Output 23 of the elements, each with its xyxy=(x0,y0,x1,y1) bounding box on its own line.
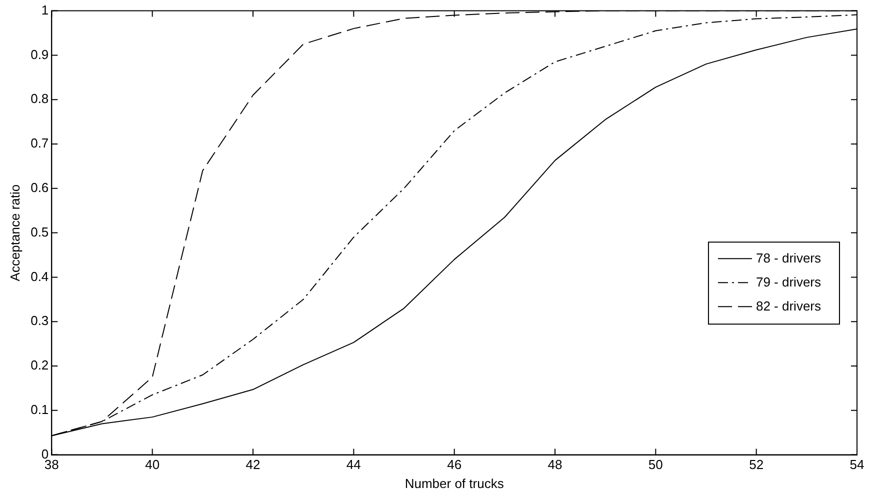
legend-label: 82 - drivers xyxy=(756,298,822,314)
x-tick-label: 40 xyxy=(145,457,160,472)
x-tick-label: 52 xyxy=(749,457,764,472)
y-tick-label: 1 xyxy=(41,2,49,18)
y-tick-label: 0.6 xyxy=(30,180,49,195)
legend-label: 78 - drivers xyxy=(756,250,822,266)
x-tick-label: 44 xyxy=(346,457,361,472)
x-tick-label: 54 xyxy=(850,457,864,472)
y-tick-label: 0.1 xyxy=(30,402,49,417)
x-axis-title: Number of trucks xyxy=(404,476,504,491)
y-tick-label: 0.3 xyxy=(30,313,49,328)
y-tick-label: 0.7 xyxy=(30,136,49,151)
x-tick-label: 42 xyxy=(246,457,260,472)
x-tick-label: 46 xyxy=(447,457,462,472)
x-tick-label: 48 xyxy=(548,457,562,472)
y-tick-label: 0.8 xyxy=(30,91,49,106)
y-tick-label: 0.5 xyxy=(30,224,49,240)
y-tick-label: 0.9 xyxy=(30,46,49,62)
x-tick-label: 50 xyxy=(648,457,663,472)
y-tick-label: 0.2 xyxy=(30,358,49,373)
legend-label: 79 - drivers xyxy=(756,274,822,290)
y-axis-title: Acceptance ratio xyxy=(7,184,22,282)
y-tick-label: 0.4 xyxy=(30,268,49,284)
